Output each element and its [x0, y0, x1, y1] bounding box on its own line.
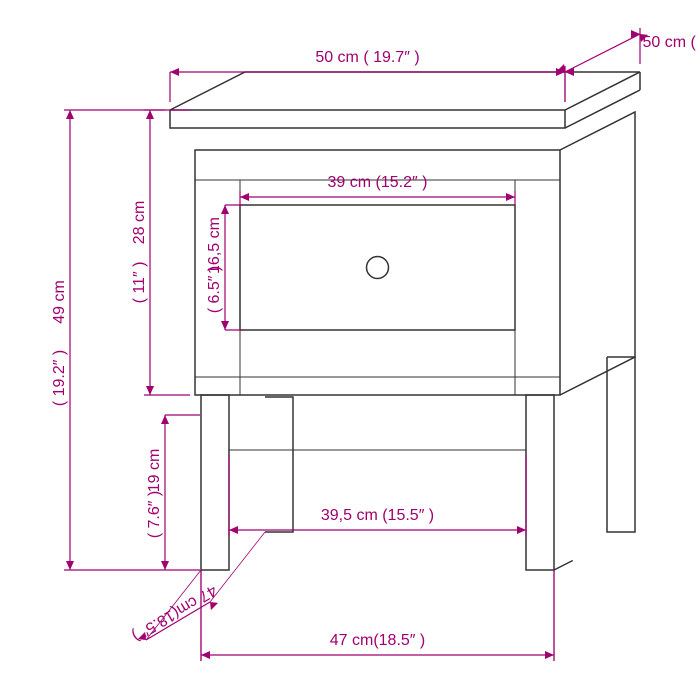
- svg-text:( 11″ ): ( 11″ ): [131, 262, 148, 304]
- svg-text:( 19.2″ ): ( 19.2″ ): [51, 350, 68, 406]
- svg-text:50 cm ( 19.7″ ): 50 cm ( 19.7″ ): [643, 34, 700, 51]
- svg-text:47 cm(18.5″ ): 47 cm(18.5″ ): [330, 632, 425, 649]
- svg-text:39,5 cm (15.5″ ): 39,5 cm (15.5″ ): [321, 507, 434, 524]
- svg-text:50 cm ( 19.7″ ): 50 cm ( 19.7″ ): [315, 49, 419, 66]
- svg-text:39 cm (15.2″ ): 39 cm (15.2″ ): [328, 174, 428, 191]
- svg-text:( 6.5″ ): ( 6.5″ ): [206, 266, 223, 313]
- svg-text:28 cm: 28 cm: [131, 201, 148, 245]
- svg-text:49 cm: 49 cm: [51, 280, 68, 324]
- svg-text:16,5 cm: 16,5 cm: [206, 217, 223, 274]
- svg-text:( 7.6″ ): ( 7.6″ ): [146, 491, 163, 538]
- svg-text:19 cm: 19 cm: [146, 449, 163, 493]
- svg-text:47 cm(18.5″ ): 47 cm(18.5″ ): [129, 581, 220, 644]
